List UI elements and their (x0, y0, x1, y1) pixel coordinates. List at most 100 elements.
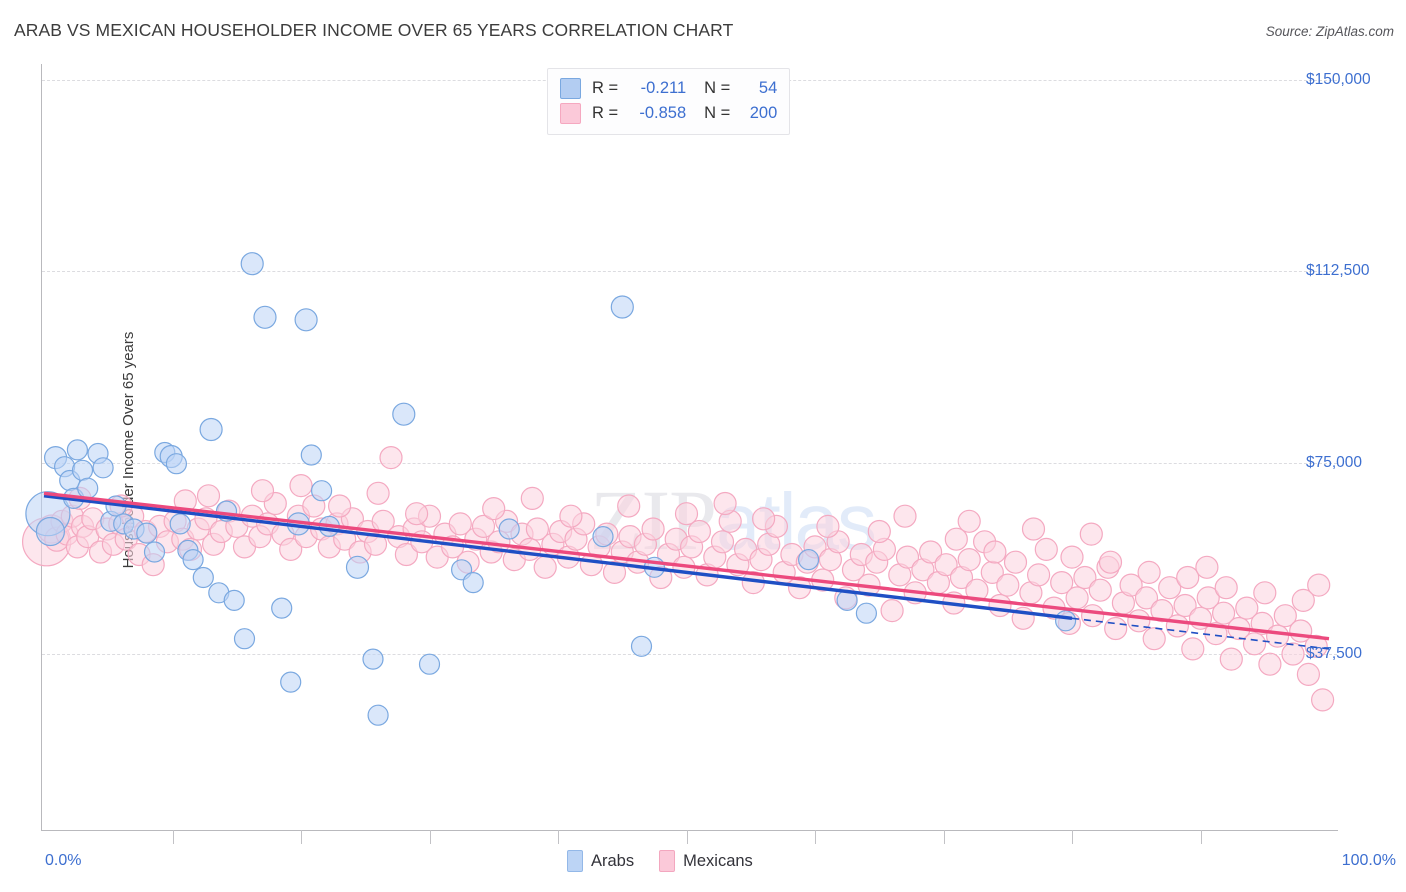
scatter-points (22, 252, 1335, 726)
x-axis-tick (943, 830, 945, 844)
scatter-point (1026, 563, 1051, 587)
scatter-point (294, 308, 318, 332)
gridline-112500 (42, 271, 1337, 273)
gridline-75000 (42, 462, 1337, 464)
x-axis-tick (1072, 830, 1073, 844)
x-axis-tick (558, 830, 559, 844)
scatter-point (1242, 632, 1267, 656)
scatter-point (1142, 627, 1166, 651)
correlation-legend: R = -0.211 N = 54 R = -0.858 N = 200 (547, 68, 791, 135)
scatter-point (223, 589, 245, 612)
series-legend: Arabs Mexicans (567, 850, 769, 872)
scatter-point (1021, 517, 1046, 541)
scatter-point (944, 527, 968, 551)
x-axis-tick (1200, 830, 1202, 844)
legend-item-arabs[interactable]: Arabs (567, 850, 634, 872)
scatter-point (1273, 604, 1297, 628)
scatter-point (165, 453, 187, 475)
scatter-point (1073, 565, 1097, 590)
scatter-point (1291, 588, 1315, 613)
scatter-point (867, 519, 891, 544)
scatter-point (983, 540, 1007, 564)
scatter-point (617, 494, 641, 518)
scatter-point (1104, 616, 1128, 641)
y-tick-label: $75,000 (1306, 453, 1363, 471)
scatter-point (630, 635, 653, 657)
plot-area: ZIPatlas (22, 64, 1337, 830)
scatter-point (996, 573, 1020, 597)
scatter-point (448, 512, 472, 536)
scatter-point (1079, 522, 1103, 546)
y-tick-label: $112,500 (1306, 262, 1370, 280)
scatter-point (1196, 586, 1220, 610)
scatter-point (328, 494, 352, 518)
n-label-mexicans: N = (704, 104, 731, 122)
scatter-point (280, 671, 302, 693)
legend-label-arabs: Arabs (591, 851, 635, 870)
scatter-point (641, 517, 665, 541)
scatter-point (1281, 642, 1305, 666)
scatter-point (1310, 688, 1335, 712)
scatter-point (957, 509, 981, 533)
scatter-point (300, 444, 322, 466)
r-label-arabs: R = (592, 79, 619, 97)
scatter-point (1054, 610, 1077, 632)
scatter-point (367, 704, 389, 726)
scatter-point (895, 545, 920, 569)
scatter-point (418, 653, 441, 675)
scatter-point (918, 540, 943, 564)
scatter-point (1211, 601, 1236, 625)
x-axis-tick (172, 830, 174, 844)
scatter-point (66, 439, 89, 461)
legend-row-arabs: R = -0.211 N = 54 (560, 76, 777, 101)
scatter-point (311, 480, 333, 502)
gridline-37500 (42, 654, 1337, 655)
scatter-point (196, 484, 221, 508)
scatter-point (674, 502, 699, 526)
scatter-point (35, 516, 65, 547)
r-label-mexicans: R = (592, 104, 619, 122)
scatter-point (1065, 586, 1089, 610)
x-axis-tick (429, 830, 431, 844)
scatter-point (602, 560, 627, 584)
scatter-point (1088, 578, 1112, 602)
scatter-point (363, 532, 388, 556)
point-group-arabs (25, 252, 1077, 726)
scatter-point (1098, 550, 1123, 574)
y-axis-line (41, 64, 42, 830)
scatter-point (1034, 537, 1058, 561)
scatter-point (1134, 586, 1159, 610)
scatter-point (610, 295, 634, 319)
n-value-arabs: 54 (758, 79, 778, 97)
scatter-point (1265, 624, 1290, 648)
scatter-point (240, 252, 264, 276)
scatter-point (559, 504, 583, 528)
scatter-point (271, 597, 293, 619)
scatter-point (713, 491, 737, 516)
scatter-point (498, 518, 520, 540)
x-axis-tick (301, 830, 302, 844)
scatter-point (710, 530, 735, 554)
scatter-point (855, 602, 878, 624)
page-title: ARAB VS MEXICAN HOUSEHOLDER INCOME OVER … (14, 20, 734, 40)
scatter-point (405, 502, 429, 526)
scatter-point (1150, 598, 1174, 623)
y-tick-label: $37,500 (1306, 645, 1363, 662)
scatter-point (379, 446, 403, 470)
scatter-point (1219, 647, 1243, 671)
scatter-point (893, 504, 917, 528)
legend-color-mexicans (659, 850, 676, 872)
scatter-point (250, 479, 275, 503)
scatter-point (1258, 652, 1282, 676)
legend-swatch-arabs (560, 78, 581, 99)
scatter-point (592, 526, 614, 548)
scatter-point (279, 537, 303, 561)
scatter-point (1235, 596, 1259, 620)
legend-swatch-mexicans (560, 103, 581, 124)
scatter-point (1127, 609, 1151, 633)
r-value-mexicans: -0.858 (639, 104, 687, 122)
legend-item-mexicans[interactable]: Mexicans (659, 850, 753, 872)
scatter-point (366, 481, 390, 505)
scatter-point (169, 513, 191, 535)
